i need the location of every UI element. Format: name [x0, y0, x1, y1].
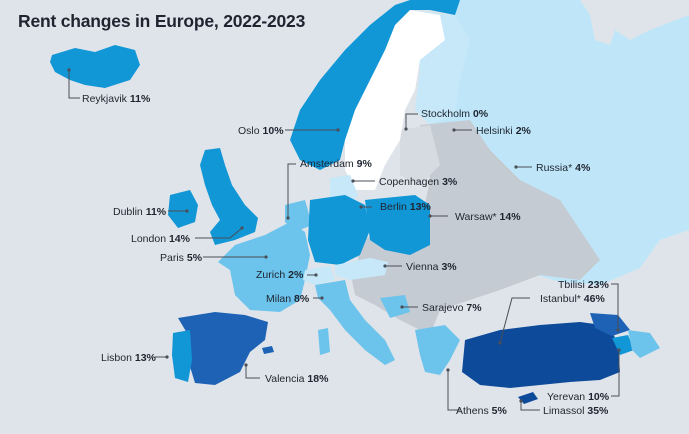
- region-azerbaijan: [628, 330, 660, 358]
- region-spain: [178, 312, 268, 385]
- region-italy: [315, 280, 395, 365]
- region-poland: [365, 195, 430, 255]
- label-tbilisi: Tbilisi 23%: [558, 279, 609, 291]
- label-valencia: Valencia 18%: [265, 373, 329, 385]
- label-dublin: Dublin 11%: [113, 206, 167, 218]
- label-london: London 14%: [131, 233, 190, 245]
- region-greece: [415, 325, 460, 375]
- label-milan: Milan 8%: [266, 293, 310, 305]
- region-portugal: [172, 330, 192, 382]
- region-france: [218, 222, 310, 312]
- region-sardinia: [318, 328, 330, 355]
- label-yerevan: Yerevan 10%: [547, 391, 610, 403]
- label-copenhagen: Copenhagen 3%: [379, 176, 458, 188]
- region-uk: [200, 148, 258, 245]
- region-benelux: [285, 200, 312, 232]
- label-stockholm: Stockholm 0%: [421, 108, 489, 120]
- label-amsterdam: Amsterdam 9%: [300, 158, 372, 170]
- region-baltics: [400, 125, 440, 185]
- region-bosnia: [380, 295, 410, 318]
- region-austria: [335, 258, 388, 280]
- label-istanbul: Istanbul* 46%: [540, 293, 605, 305]
- label-helsinki: Helsinki 2%: [476, 125, 531, 137]
- region-switzerland: [303, 266, 335, 285]
- label-oslo: Oslo 10%: [238, 125, 284, 137]
- region-iceland: [50, 45, 140, 88]
- map-title: Rent changes in Europe, 2022-2023: [18, 11, 306, 31]
- region-georgia: [590, 313, 630, 336]
- region-ireland: [168, 190, 198, 228]
- region-cyprus: [518, 392, 538, 404]
- region-armenia: [612, 335, 634, 355]
- city-dots: [67, 68, 621, 403]
- label-lisbon: Lisbon 13%: [101, 352, 156, 364]
- region-turkey: [462, 322, 620, 388]
- region-norway: [290, 0, 460, 170]
- label-russia: Russia* 4%: [536, 162, 591, 174]
- region-arctic-nodata: [580, 0, 689, 45]
- label-reykjavik: Reykjavik 11%: [82, 93, 151, 105]
- label-athens: Athens 5%: [456, 405, 507, 417]
- label-berlin: Berlin 13%: [380, 201, 431, 213]
- label-zurich: Zurich 2%: [256, 269, 304, 281]
- label-paris: Paris 5%: [160, 252, 203, 264]
- region-sweden: [345, 10, 445, 190]
- leader-lines: [68, 70, 620, 411]
- label-sarajevo: Sarajevo 7%: [422, 302, 482, 314]
- region-germany: [308, 195, 370, 265]
- label-warsaw: Warsaw* 14%: [455, 211, 521, 223]
- region-balearics: [262, 346, 274, 354]
- label-vienna: Vienna 3%: [406, 261, 457, 273]
- region-east-europe-nodata: [355, 120, 600, 310]
- label-limassol: Limassol 35%: [543, 405, 609, 417]
